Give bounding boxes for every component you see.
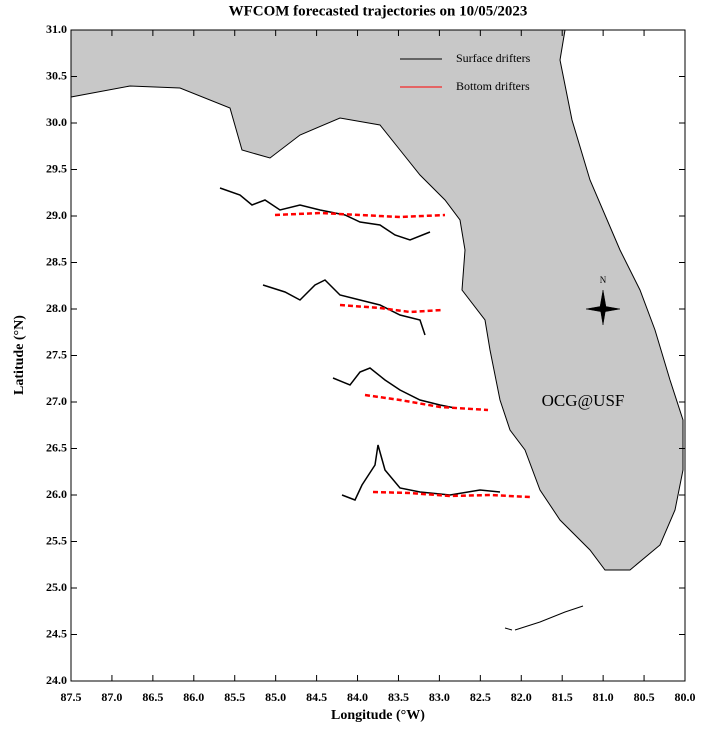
- y-tick-label: 27.5: [46, 347, 67, 361]
- x-tick-label: 84.5: [306, 690, 327, 704]
- x-tick-label: 84.0: [347, 690, 368, 704]
- y-tick-label: 29.0: [46, 208, 67, 222]
- x-tick-label: 86.5: [142, 690, 163, 704]
- y-tick-label: 29.5: [46, 161, 67, 175]
- y-tick-label: 31.0: [46, 22, 67, 36]
- y-tick-label: 26.5: [46, 440, 67, 454]
- x-tick-label: 83.0: [429, 690, 450, 704]
- y-tick-label: 30.0: [46, 115, 67, 129]
- y-axis-label: Latitude (°N): [12, 315, 27, 395]
- x-axis-label: Longitude (°W): [331, 708, 425, 723]
- x-tick-label: 85.0: [265, 690, 286, 704]
- x-tick-label: 80.0: [675, 690, 696, 704]
- x-tick-label: 82.5: [470, 690, 491, 704]
- x-tick-label: 82.0: [511, 690, 532, 704]
- y-tick-label: 27.0: [46, 394, 67, 408]
- x-tick-label: 86.0: [183, 690, 204, 704]
- x-tick-label: 85.5: [224, 690, 245, 704]
- x-tick-label: 83.5: [388, 690, 409, 704]
- x-tick-label: 80.5: [634, 690, 655, 704]
- chart-title: WFCOM forecasted trajectories on 10/05/2…: [229, 3, 528, 19]
- keys: [504, 605, 584, 631]
- land: [70, 29, 684, 571]
- legend-label: Bottom drifters: [456, 79, 530, 93]
- x-tick-label: 87.0: [101, 690, 122, 704]
- y-tick-label: 25.0: [46, 580, 67, 594]
- y-tick-label: 24.5: [46, 626, 67, 640]
- compass: [585, 289, 621, 326]
- compass-label: N: [600, 275, 607, 285]
- x-tick-label: 81.0: [593, 690, 614, 704]
- legend-label: Surface drifters: [456, 51, 531, 65]
- y-tick-label: 28.0: [46, 301, 67, 315]
- trajectories: [219, 187, 531, 501]
- y-tick-label: 30.5: [46, 68, 67, 82]
- y-tick-label: 25.5: [46, 533, 67, 547]
- x-tick-label: 87.5: [61, 690, 82, 704]
- y-tick-label: 28.5: [46, 254, 67, 268]
- x-tick-label: 81.5: [552, 690, 573, 704]
- annotation: OCG@USF: [542, 391, 625, 410]
- y-tick-label: 24.0: [46, 673, 67, 687]
- y-tick-label: 26.0: [46, 487, 67, 501]
